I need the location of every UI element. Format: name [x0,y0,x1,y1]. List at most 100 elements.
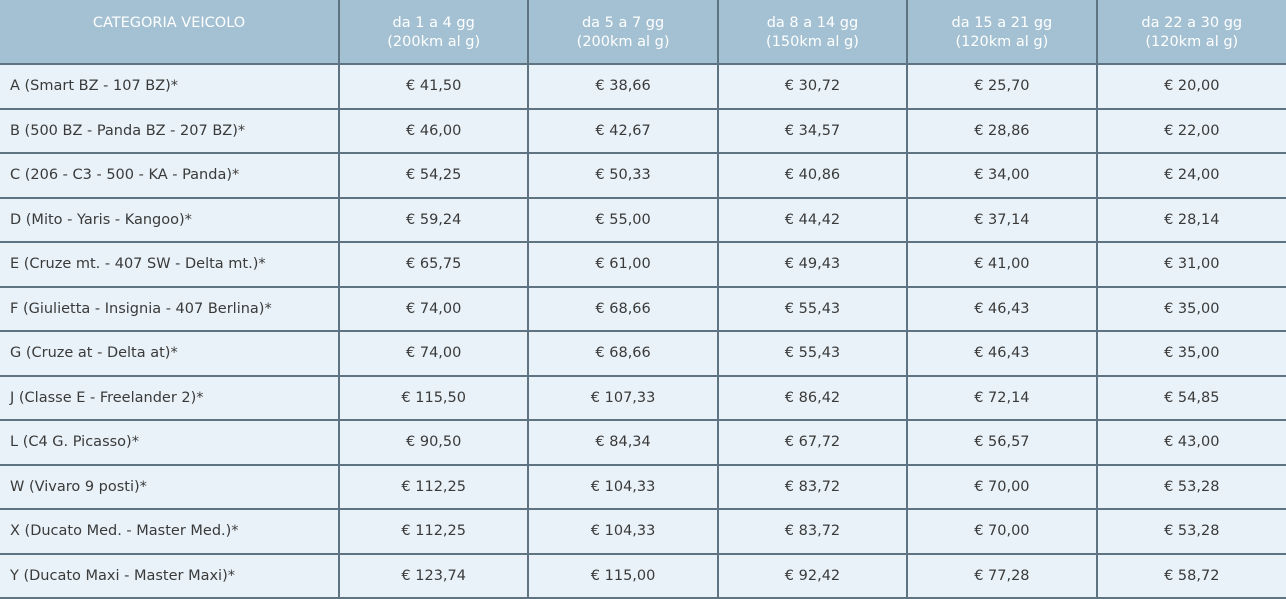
price-cell: € 54,85 [1095,374,1286,421]
price-cell: € 31,00 [1095,241,1286,288]
header-period-4-days: da 15 a 21 gg [951,15,1053,31]
vehicle-category-cell: X (Ducato Med. - Master Med.)* [0,508,340,555]
vehicle-category-cell: J (Classe E - Freelander 2)* [0,374,340,421]
price-cell: € 35,00 [1095,285,1286,332]
header-period-3-km: (150km al g) [766,34,859,50]
price-cell: € 84,34 [527,419,719,466]
header-period-2-km: (200km al g) [576,34,670,50]
price-cell: € 83,72 [716,508,909,555]
price-cell: € 70,00 [906,463,1098,510]
price-cell: € 53,28 [1095,463,1286,510]
header-period-1-days: da 1 a 4 gg [392,15,475,31]
price-cell: € 22,00 [1095,107,1286,154]
vehicle-category-cell: B (500 BZ - Panda BZ - 207 BZ)* [0,107,340,154]
price-cell: € 55,43 [716,330,909,377]
price-cell: € 30,72 [716,63,909,110]
price-cell: € 34,00 [906,152,1098,199]
header-period-2-days: da 5 a 7 gg [581,15,665,31]
table-row: X (Ducato Med. - Master Med.)* € 112,25 … [0,508,1286,555]
price-cell: € 38,66 [527,63,719,110]
vehicle-category-cell: C (206 - C3 - 500 - KA - Panda)* [0,152,340,199]
rates-table-body: A (Smart BZ - 107 BZ)* € 41,50 € 38,66 €… [0,63,1286,599]
price-cell: € 115,50 [337,374,530,421]
price-cell: € 44,42 [716,196,909,243]
vehicle-category-cell: W (Vivaro 9 posti)* [0,463,340,510]
price-cell: € 41,00 [906,241,1098,288]
price-cell: € 24,00 [1095,152,1286,199]
table-row: E (Cruze mt. - 407 SW - Delta mt.)* € 65… [0,241,1286,288]
price-cell: € 90,50 [337,419,530,466]
price-cell: € 61,00 [527,241,719,288]
price-cell: € 68,66 [527,330,719,377]
table-row: L (C4 G. Picasso)* € 90,50 € 84,34 € 67,… [0,419,1286,466]
price-cell: € 37,14 [906,196,1098,243]
price-cell: € 42,67 [527,107,719,154]
price-cell: € 49,43 [716,241,909,288]
price-cell: € 92,42 [716,552,909,599]
vehicle-category-cell: A (Smart BZ - 107 BZ)* [0,63,340,110]
price-cell: € 104,33 [527,508,719,555]
table-row: D (Mito - Yaris - Kangoo)* € 59,24 € 55,… [0,196,1286,243]
vehicle-category-cell: L (C4 G. Picasso)* [0,419,340,466]
header-period-5-days: da 22 a 30 gg [1141,15,1243,31]
vehicle-category-cell: D (Mito - Yaris - Kangoo)* [0,196,340,243]
header-period-5-km: (120km al g) [1145,34,1239,50]
table-row: F (Giulietta - Insignia - 407 Berlina)* … [0,285,1286,332]
price-cell: € 68,66 [527,285,719,332]
price-cell: € 115,00 [527,552,719,599]
table-row: A (Smart BZ - 107 BZ)* € 41,50 € 38,66 €… [0,63,1286,110]
price-cell: € 104,33 [527,463,719,510]
price-cell: € 53,28 [1095,508,1286,555]
price-cell: € 28,86 [906,107,1098,154]
price-cell: € 34,57 [716,107,909,154]
header-row: CATEGORIA VEICOLO da 1 a 4 gg (200km al … [0,0,1286,65]
price-cell: € 28,14 [1095,196,1286,243]
price-cell: € 70,00 [906,508,1098,555]
price-cell: € 83,72 [716,463,909,510]
price-cell: € 25,70 [906,63,1098,110]
price-cell: € 58,72 [1095,552,1286,599]
price-cell: € 56,57 [906,419,1098,466]
table-row: B (500 BZ - Panda BZ - 207 BZ)* € 46,00 … [0,107,1286,154]
vehicle-category-cell: G (Cruze at - Delta at)* [0,330,340,377]
price-cell: € 50,33 [527,152,719,199]
table-row: Y (Ducato Maxi - Master Maxi)* € 123,74 … [0,552,1286,599]
table-row: G (Cruze at - Delta at)* € 74,00 € 68,66… [0,330,1286,377]
header-period-1-km: (200km al g) [387,34,481,50]
header-period-4-km: (120km al g) [955,34,1049,50]
price-cell: € 65,75 [337,241,530,288]
price-cell: € 77,28 [906,552,1098,599]
header-category: CATEGORIA VEICOLO [0,0,340,65]
vehicle-category-cell: E (Cruze mt. - 407 SW - Delta mt.)* [0,241,340,288]
price-cell: € 74,00 [337,285,530,332]
price-cell: € 123,74 [337,552,530,599]
price-cell: € 59,24 [337,196,530,243]
price-cell: € 41,50 [337,63,530,110]
price-cell: € 112,25 [337,508,530,555]
price-cell: € 72,14 [906,374,1098,421]
price-cell: € 46,43 [906,330,1098,377]
price-cell: € 112,25 [337,463,530,510]
table-row: C (206 - C3 - 500 - KA - Panda)* € 54,25… [0,152,1286,199]
header-period-3: da 8 a 14 gg (150km al g) [716,0,909,65]
price-cell: € 55,43 [716,285,909,332]
price-cell: € 107,33 [527,374,719,421]
price-cell: € 20,00 [1095,63,1286,110]
price-cell: € 67,72 [716,419,909,466]
table-row: W (Vivaro 9 posti)* € 112,25 € 104,33 € … [0,463,1286,510]
vehicle-category-cell: F (Giulietta - Insignia - 407 Berlina)* [0,285,340,332]
header-period-2: da 5 a 7 gg (200km al g) [527,0,719,65]
header-period-5: da 22 a 30 gg (120km al g) [1095,0,1286,65]
rates-table-header: CATEGORIA VEICOLO da 1 a 4 gg (200km al … [0,0,1286,65]
price-cell: € 54,25 [337,152,530,199]
price-cell: € 40,86 [716,152,909,199]
price-cell: € 35,00 [1095,330,1286,377]
header-period-4: da 15 a 21 gg (120km al g) [906,0,1098,65]
table-row: J (Classe E - Freelander 2)* € 115,50 € … [0,374,1286,421]
price-cell: € 43,00 [1095,419,1286,466]
header-period-3-days: da 8 a 14 gg [766,15,859,31]
vehicle-category-cell: Y (Ducato Maxi - Master Maxi)* [0,552,340,599]
price-cell: € 55,00 [527,196,719,243]
price-cell: € 86,42 [716,374,909,421]
